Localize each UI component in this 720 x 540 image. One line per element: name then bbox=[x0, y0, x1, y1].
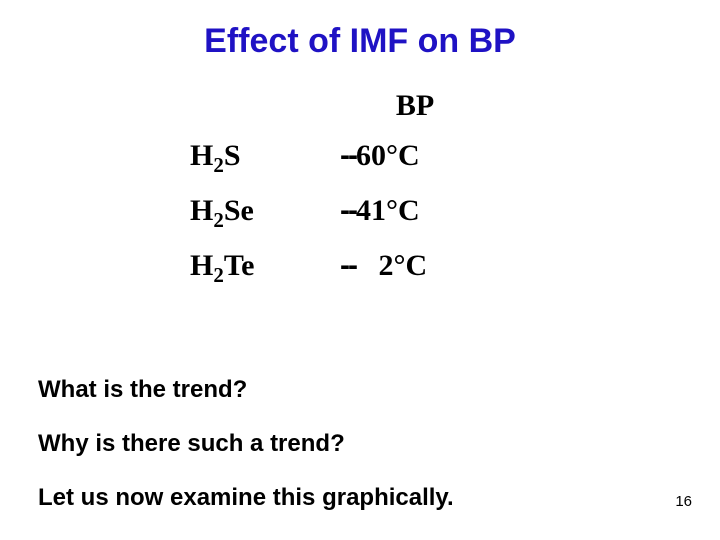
table-row: H2S --60°C bbox=[190, 139, 530, 178]
pad bbox=[363, 249, 378, 282]
element-symbol: Te bbox=[224, 249, 255, 282]
bp-number: 2 bbox=[378, 249, 393, 282]
slide-title: Effect of IMF on BP bbox=[0, 0, 720, 61]
table-header-row: BP bbox=[190, 89, 530, 123]
bp-value: --41°C bbox=[340, 194, 490, 228]
bp-number: 60 bbox=[356, 139, 386, 172]
question-why-trend: Why is there such a trend? bbox=[38, 430, 345, 458]
bp-number: 41 bbox=[356, 194, 386, 227]
bp-value: --60°C bbox=[340, 139, 490, 173]
table-row: H2Te -- 2°C bbox=[190, 249, 530, 288]
element-symbol: Se bbox=[224, 194, 254, 227]
degree-c: °C bbox=[386, 139, 420, 172]
compound-h2s: H2S bbox=[190, 139, 340, 178]
bp-header: BP bbox=[340, 89, 490, 123]
compound-h2se: H2Se bbox=[190, 194, 340, 233]
bp-table: BP H2S --60°C H2Se --41°C H2Te -- 2°C bbox=[190, 89, 530, 288]
table-row: H2Se --41°C bbox=[190, 194, 530, 233]
degree-c: °C bbox=[386, 194, 420, 227]
element-symbol: S bbox=[224, 139, 241, 172]
page-number: 16 bbox=[675, 493, 692, 510]
minus-sign: -- bbox=[340, 194, 356, 227]
degree-c: °C bbox=[393, 249, 427, 282]
minus-sign: -- bbox=[340, 249, 356, 282]
minus-sign: -- bbox=[340, 139, 356, 172]
bp-value: -- 2°C bbox=[340, 249, 490, 283]
compound-h2te: H2Te bbox=[190, 249, 340, 288]
question-trend: What is the trend? bbox=[38, 376, 247, 404]
statement-examine-graphically: Let us now examine this graphically. bbox=[38, 484, 454, 512]
